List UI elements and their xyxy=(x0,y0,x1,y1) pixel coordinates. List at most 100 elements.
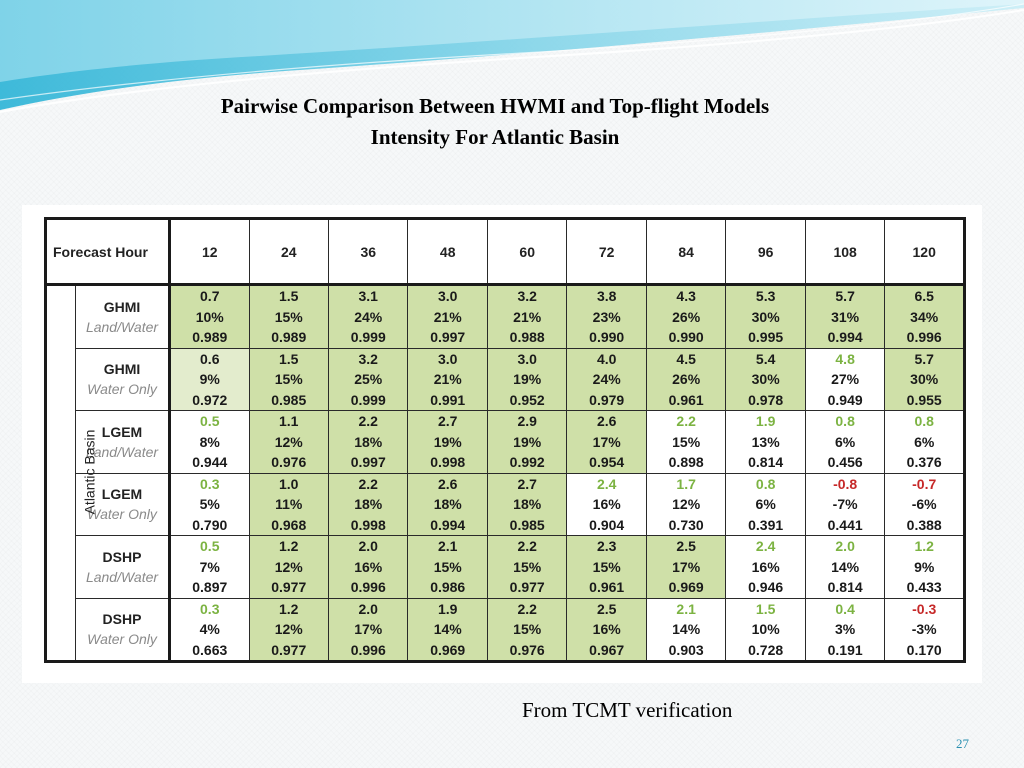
significance-value: 0.961 xyxy=(589,579,625,595)
percent-improvement: 21% xyxy=(433,308,462,325)
data-cell: -0.3 -3% 0.170 xyxy=(884,597,965,662)
intensity-difference: 1.5 xyxy=(755,600,776,617)
source-note: From TCMT verification xyxy=(522,698,733,722)
data-cell: 2.6 18% 0.994 xyxy=(407,472,488,536)
intensity-difference: 2.2 xyxy=(358,413,378,429)
table-row: DSHP Land/Water 0.5 7% 0.897 1.2 12% 0.977 2.0 16… xyxy=(46,535,965,599)
intensity-difference: 0.5 xyxy=(200,538,220,554)
percent-improvement: 7% xyxy=(199,558,220,575)
data-cell: 2.2 15% 0.976 xyxy=(486,597,568,662)
intensity-difference: 2.4 xyxy=(596,475,617,492)
intensity-difference: 0.5 xyxy=(200,413,220,429)
significance-value: 0.996 xyxy=(350,641,386,658)
significance-value: 0.814 xyxy=(748,454,784,470)
intensity-difference: 4.8 xyxy=(835,350,855,367)
model-subtitle: Land/Water xyxy=(85,318,159,335)
percent-improvement: 16% xyxy=(592,621,621,637)
hour-header: 12 xyxy=(169,218,250,286)
data-cell: 2.1 14% 0.903 xyxy=(645,597,727,662)
percent-improvement: 6% xyxy=(914,433,935,450)
intensity-difference: 3.8 xyxy=(596,288,617,304)
data-cell: 2.0 16% 0.996 xyxy=(327,535,409,599)
significance-value: 0.978 xyxy=(748,391,784,408)
intensity-difference: 3.0 xyxy=(437,288,458,304)
percent-improvement: 18% xyxy=(513,496,542,512)
intensity-difference: 5.3 xyxy=(755,288,776,304)
significance-value: 0.998 xyxy=(350,516,386,533)
intensity-difference: 2.2 xyxy=(358,475,378,492)
intensity-difference: 3.2 xyxy=(358,350,378,367)
intensity-difference: 2.4 xyxy=(755,538,776,554)
significance-value: 0.969 xyxy=(668,579,704,595)
intensity-difference: 4.0 xyxy=(596,350,617,367)
model-cell: DSHP Land/Water xyxy=(74,535,172,599)
percent-improvement: -3% xyxy=(911,621,937,637)
data-cell: 5.3 30% 0.995 xyxy=(725,284,806,349)
data-cell: 1.2 12% 0.977 xyxy=(248,597,329,662)
significance-value: 0.998 xyxy=(430,454,466,470)
significance-value: 0.985 xyxy=(509,516,545,533)
significance-value: 0.433 xyxy=(906,579,942,595)
significance-value: 0.977 xyxy=(271,641,307,658)
significance-value: 0.988 xyxy=(509,329,545,345)
intensity-difference: 2.6 xyxy=(437,475,458,492)
data-cell: 0.8 6% 0.391 xyxy=(725,472,806,536)
hour-header: 48 xyxy=(407,218,488,286)
data-cell: 5.4 30% 0.978 xyxy=(725,347,806,411)
intensity-difference: 2.7 xyxy=(517,475,537,492)
significance-value: 0.897 xyxy=(192,579,228,595)
significance-value: 0.990 xyxy=(668,329,704,345)
data-cell: 1.5 10% 0.728 xyxy=(725,597,806,662)
percent-improvement: 17% xyxy=(672,558,701,575)
significance-value: 0.946 xyxy=(748,579,784,595)
significance-value: 0.989 xyxy=(192,329,228,345)
percent-improvement: 14% xyxy=(433,621,462,637)
intensity-difference: 0.8 xyxy=(914,413,934,429)
model-name: DSHP xyxy=(102,611,142,628)
intensity-difference: 3.1 xyxy=(358,288,378,304)
percent-improvement: 11% xyxy=(275,496,303,512)
intensity-difference: -0.8 xyxy=(833,475,858,492)
data-cell: 0.6 9% 0.972 xyxy=(169,347,250,411)
data-cell: -0.8 -7% 0.441 xyxy=(804,472,886,536)
significance-value: 0.977 xyxy=(509,579,545,595)
hour-header: 108 xyxy=(804,218,886,286)
percent-improvement: 19% xyxy=(513,433,542,450)
percent-improvement: 13% xyxy=(751,433,780,450)
data-cell: 2.1 15% 0.986 xyxy=(407,535,488,599)
intensity-difference: 2.2 xyxy=(676,413,696,429)
intensity-difference: 3.2 xyxy=(517,288,537,304)
model-subtitle: Water Only xyxy=(87,506,157,523)
intensity-difference: 4.5 xyxy=(676,350,696,367)
intensity-difference: 1.2 xyxy=(279,600,299,617)
percent-improvement: 30% xyxy=(751,308,780,325)
hour-header: 60 xyxy=(486,218,568,286)
intensity-difference: 1.1 xyxy=(279,413,299,429)
percent-improvement: 18% xyxy=(354,433,383,450)
data-cell: 2.3 15% 0.961 xyxy=(566,535,647,599)
data-cell: 2.2 18% 0.998 xyxy=(327,472,409,536)
hour-header: 36 xyxy=(327,218,409,286)
data-cell: 6.5 34% 0.996 xyxy=(884,284,965,349)
model-name: GHMI xyxy=(103,361,141,378)
intensity-difference: 1.2 xyxy=(914,538,934,554)
significance-value: 0.976 xyxy=(271,454,307,470)
data-cell: 1.2 9% 0.433 xyxy=(884,535,965,599)
data-cell: 4.0 24% 0.979 xyxy=(566,347,647,411)
data-cell: 1.0 11% 0.968 xyxy=(248,472,329,536)
data-cell: 2.0 14% 0.814 xyxy=(804,535,886,599)
hour-header: 24 xyxy=(248,218,329,286)
significance-value: 0.961 xyxy=(668,391,704,408)
data-cell: 2.7 19% 0.998 xyxy=(407,410,488,474)
data-cell: 3.0 21% 0.997 xyxy=(407,284,488,349)
model-cell: LGEM Water Only xyxy=(74,472,172,536)
percent-improvement: 10% xyxy=(751,621,780,637)
significance-value: 0.663 xyxy=(192,641,228,658)
intensity-difference: 0.8 xyxy=(755,475,776,492)
significance-value: 0.790 xyxy=(192,516,228,533)
percent-improvement: 24% xyxy=(354,308,383,325)
significance-value: 0.985 xyxy=(271,391,307,408)
percent-improvement: 4% xyxy=(199,621,220,637)
model-name: LGEM xyxy=(101,423,143,440)
significance-value: 0.990 xyxy=(589,329,625,345)
